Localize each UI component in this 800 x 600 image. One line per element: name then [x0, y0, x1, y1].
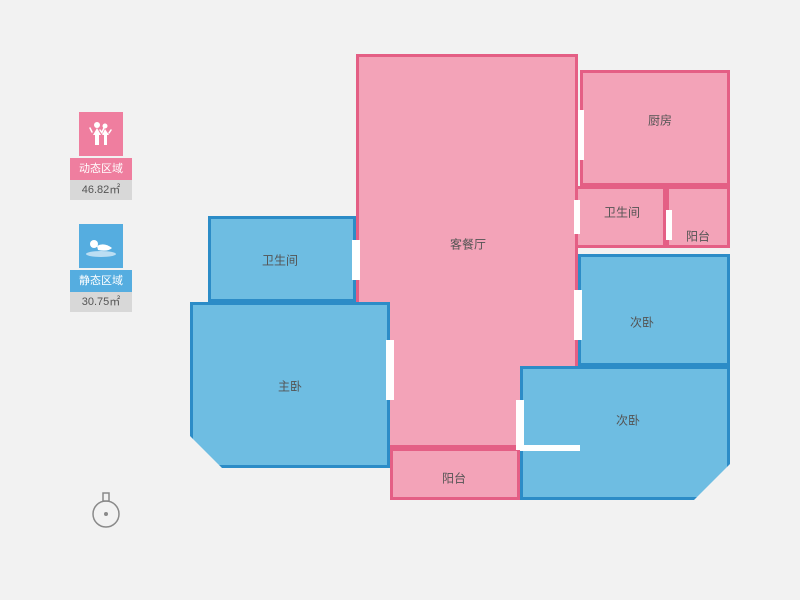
room-second1 — [578, 254, 730, 366]
room-label-second1: 次卧 — [630, 314, 654, 331]
door-opening — [578, 110, 584, 160]
door-opening — [520, 445, 580, 451]
room-label-bath2: 卫生间 — [604, 204, 640, 221]
door-opening — [386, 340, 394, 400]
room-label-bath1: 卫生间 — [262, 252, 298, 269]
corner-cut-left — [186, 432, 230, 476]
room-label-balcony1: 阳台 — [442, 470, 466, 487]
legend-dynamic-label: 动态区域 — [70, 158, 132, 180]
legend-panel: 动态区域 46.82㎡ 静态区域 30.75㎡ — [70, 112, 132, 336]
door-opening — [666, 210, 672, 240]
legend-static: 静态区域 30.75㎡ — [70, 224, 132, 312]
legend-static-value: 30.75㎡ — [70, 292, 132, 312]
plan-notch — [180, 30, 356, 214]
dynamic-zone-icon — [79, 112, 123, 156]
corner-cut-right — [688, 458, 736, 506]
room-label-kitchen: 厨房 — [648, 112, 672, 129]
legend-dynamic-value: 46.82㎡ — [70, 180, 132, 200]
room-label-balcony2: 阳台 — [686, 228, 710, 245]
door-opening — [574, 290, 582, 340]
room-label-second2: 次卧 — [616, 412, 640, 429]
floor-plan: 厨房卫生间阳台客餐厅阳台卫生间主卧次卧次卧 — [190, 40, 738, 538]
legend-static-label: 静态区域 — [70, 270, 132, 292]
plan-notch-right — [730, 244, 750, 258]
door-opening — [574, 200, 580, 234]
static-zone-icon — [79, 224, 123, 268]
room-label-master: 主卧 — [278, 378, 302, 395]
room-label-living: 客餐厅 — [450, 236, 486, 253]
compass-icon — [90, 490, 122, 530]
legend-dynamic: 动态区域 46.82㎡ — [70, 112, 132, 200]
door-opening — [352, 240, 360, 280]
door-opening — [516, 400, 524, 450]
